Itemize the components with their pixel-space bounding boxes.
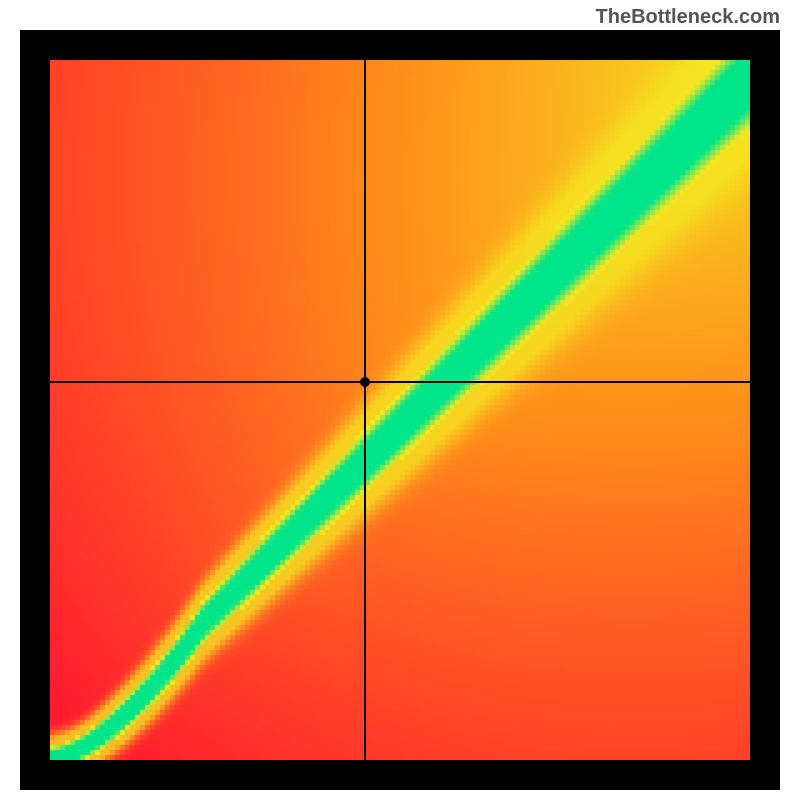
crosshair-marker bbox=[360, 377, 370, 387]
heatmap-canvas bbox=[50, 60, 750, 760]
watermark-text: TheBottleneck.com bbox=[596, 6, 780, 29]
crosshair-horizontal bbox=[50, 381, 750, 383]
heatmap-plot-area bbox=[50, 60, 750, 760]
crosshair-vertical bbox=[364, 60, 366, 760]
chart-container: TheBottleneck.com bbox=[0, 0, 800, 800]
